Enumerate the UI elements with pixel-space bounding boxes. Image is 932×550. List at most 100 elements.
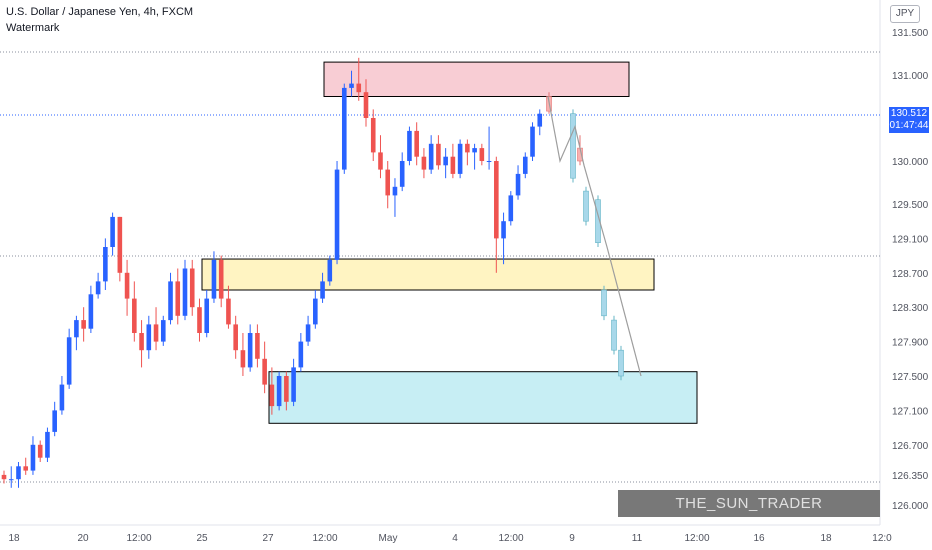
candle-body: [276, 376, 282, 407]
candle-body: [197, 307, 202, 333]
symbol-title: U.S. Dollar / Japanese Yen, 4h, FXCM: [6, 6, 194, 18]
candle-body: [247, 333, 253, 368]
candle-body: [132, 298, 137, 333]
candle-body: [153, 324, 159, 342]
candle-body: [392, 186, 398, 196]
x-tick-label: 4: [452, 533, 458, 544]
candle-body: [291, 367, 296, 402]
candle-body: [81, 320, 86, 329]
candle-body: [175, 281, 181, 316]
projection-path: [547, 96, 642, 377]
x-tick-label: 12:00: [126, 533, 151, 544]
candle-body: [465, 143, 470, 153]
candle-body: [399, 161, 405, 187]
candle-body: [407, 130, 412, 161]
candle-body: [494, 161, 499, 239]
candle-body: [160, 320, 166, 342]
candle-body: [211, 259, 217, 299]
candle-body: [508, 195, 514, 222]
candle-body: [530, 126, 535, 157]
x-tick-label: 16: [753, 533, 765, 544]
y-tick-label: 129.500: [892, 200, 929, 211]
candle-body: [472, 148, 477, 153]
candle-body: [428, 143, 434, 170]
y-tick-label: 129.100: [892, 234, 929, 245]
candle-body: [117, 216, 123, 273]
candle-body: [139, 333, 144, 351]
candle-body: [103, 247, 108, 282]
candle-body: [363, 92, 369, 118]
candle-body: [168, 281, 173, 321]
candle-body: [414, 130, 419, 157]
supply-zone: [323, 61, 630, 97]
candle-body: [298, 341, 304, 368]
currency-button[interactable]: JPY: [890, 5, 920, 23]
candle-body: [262, 358, 267, 385]
y-tick-label: 130.000: [892, 157, 929, 168]
candle-body: [479, 148, 485, 161]
projection-candle-body: [570, 113, 576, 179]
y-tick-label: 126.000: [892, 501, 929, 512]
candle-body: [313, 298, 318, 325]
last-price-value: 130.512: [890, 108, 928, 119]
y-tick-label: 127.500: [892, 372, 929, 383]
candle-body: [189, 268, 195, 308]
candle-body: [30, 444, 36, 471]
y-tick-label: 128.300: [892, 303, 929, 314]
candle-body: [37, 444, 43, 458]
x-tick-label: 12:00: [684, 533, 709, 544]
x-tick-label: 12:00: [312, 533, 337, 544]
candle-body: [66, 337, 72, 385]
candle-body: [233, 324, 238, 351]
y-tick-label: 126.700: [892, 441, 929, 452]
x-tick-label: 9: [569, 533, 575, 544]
candle-body: [23, 466, 29, 471]
candle-body: [436, 143, 441, 166]
candle-body: [421, 156, 427, 170]
projection-candle-body: [595, 199, 601, 243]
candle-body: [269, 384, 275, 407]
candle-body: [349, 83, 354, 88]
candle-body: [501, 221, 506, 239]
candle-body: [341, 87, 347, 170]
last-price-label: 130.512 01:47:44: [889, 107, 929, 133]
y-tick-label: 127.900: [892, 338, 929, 349]
projection-candle-body: [583, 190, 589, 222]
x-tick-label: 25: [196, 533, 208, 544]
candle-body: [320, 281, 325, 299]
middle-zone: [201, 258, 655, 291]
candle-body: [1, 474, 7, 480]
candle-body: [385, 169, 391, 196]
x-tick-label: 27: [262, 533, 274, 544]
y-tick-label: 126.350: [892, 471, 929, 482]
y-tick-label: 128.700: [892, 269, 929, 280]
candle-body: [378, 152, 383, 170]
projection-candle-body: [601, 289, 607, 317]
x-tick-label: 12:0: [872, 533, 892, 544]
candle-body: [370, 118, 376, 153]
x-tick-label: 11: [632, 533, 643, 544]
candle-body: [45, 431, 50, 458]
candle-body: [124, 272, 130, 299]
x-tick-label: 20: [77, 533, 89, 544]
projection-candle-body: [618, 349, 624, 377]
y-tick-label: 131.500: [892, 28, 929, 39]
x-tick-label: 12:00: [498, 533, 523, 544]
candle-body: [110, 216, 115, 247]
candle-body: [522, 156, 528, 174]
candle-body: [52, 410, 57, 432]
candle-body: [146, 324, 152, 351]
candle-body: [305, 324, 311, 342]
candle-body: [74, 320, 79, 338]
candle-body: [204, 298, 210, 333]
candle-body: [457, 143, 463, 174]
bar-countdown: 01:47:44: [889, 120, 929, 131]
x-tick-label: May: [379, 533, 398, 544]
watermark-banner: THE_SUN_TRADER: [618, 490, 880, 517]
candle-body: [537, 113, 543, 127]
y-tick-label: 127.100: [892, 406, 929, 417]
candle-body: [8, 479, 14, 481]
indicator-label: Watermark: [6, 22, 60, 34]
candle-body: [16, 466, 21, 480]
